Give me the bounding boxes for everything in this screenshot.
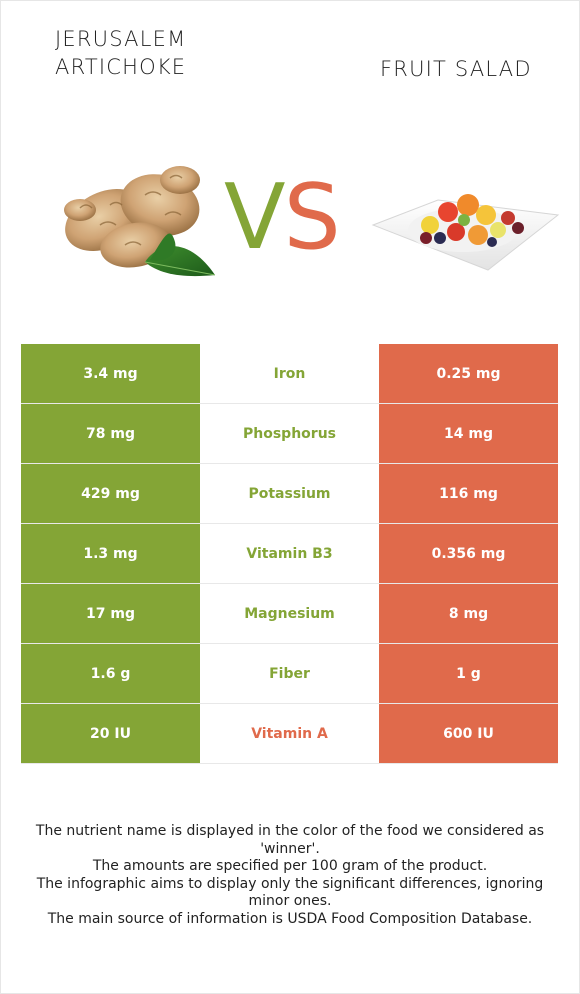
nutrient-name-cell: Phosphorus xyxy=(200,403,379,464)
table-row: 1.3 mg Vitamin B3 0.356 mg xyxy=(21,523,558,584)
comparison-table: 3.4 mg Iron 0.25 mg 78 mg Phosphorus 14 mg 429… xyxy=(21,344,558,764)
nutrient-name-cell: Potassium xyxy=(200,463,379,524)
left-value-cell: 1.3 mg xyxy=(21,523,200,584)
footer-note: The main source of information is USDA F… xyxy=(47,910,533,927)
right-value-cell: 116 mg xyxy=(379,463,558,524)
fruit-salad-image xyxy=(371,194,560,271)
right-value-cell: 0.25 mg xyxy=(379,344,558,404)
table-row: 429 mg Potassium 116 mg xyxy=(21,463,558,524)
right-value-cell: 8 mg xyxy=(379,583,558,644)
left-value-cell: 1.6 g xyxy=(21,643,200,704)
table-row: 1.6 g Fiber 1 g xyxy=(21,643,558,704)
vs-label: VS xyxy=(224,165,341,270)
nutrient-name-cell: Vitamin A xyxy=(200,703,379,764)
right-value-cell: 0.356 mg xyxy=(379,523,558,584)
footer-note: The amounts are specified per 100 gram o… xyxy=(92,858,488,874)
footer-note: The nutrient name is displayed in the co… xyxy=(35,823,545,857)
nutrient-name-cell: Fiber xyxy=(200,643,379,704)
nutrient-name-cell: Iron xyxy=(200,344,379,404)
nutrient-name-cell: Vitamin B3 xyxy=(200,523,379,584)
right-food-title: FRUIT SALAD xyxy=(380,57,532,81)
footer-notes: The nutrient name is displayed in the co… xyxy=(20,823,560,928)
left-value-cell: 3.4 mg xyxy=(21,344,200,404)
table-row: 17 mg Magnesium 8 mg xyxy=(21,583,558,644)
table-row: 78 mg Phosphorus 14 mg xyxy=(21,403,558,464)
left-food-title: JERUSALEM ARTICHOKE xyxy=(55,27,187,79)
left-value-cell: 20 IU xyxy=(21,703,200,764)
jerusalem-artichoke-image xyxy=(64,166,216,277)
right-value-cell: 1 g xyxy=(379,643,558,704)
nutrient-name-cell: Magnesium xyxy=(200,583,379,644)
left-value-cell: 78 mg xyxy=(21,403,200,464)
left-value-cell: 17 mg xyxy=(21,583,200,644)
footer-note: The infographic aims to display only the… xyxy=(36,875,544,910)
table-row: 20 IU Vitamin A 600 IU xyxy=(21,703,558,764)
right-value-cell: 14 mg xyxy=(379,403,558,464)
left-value-cell: 429 mg xyxy=(21,463,200,524)
right-value-cell: 600 IU xyxy=(379,703,558,764)
table-row: 3.4 mg Iron 0.25 mg xyxy=(21,344,558,404)
